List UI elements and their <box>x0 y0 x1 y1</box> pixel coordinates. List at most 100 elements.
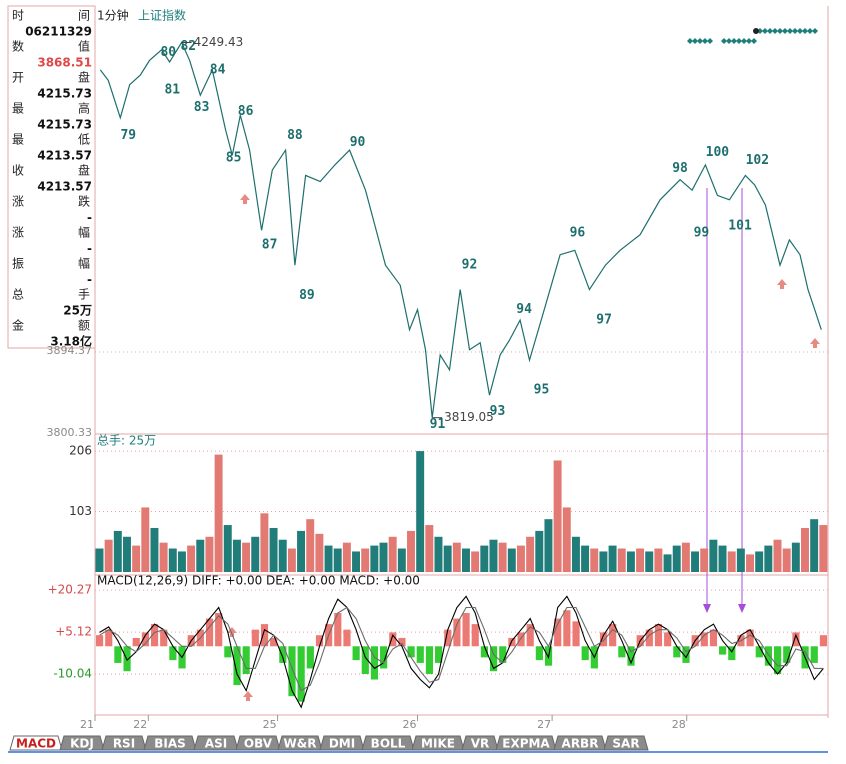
tab[interactable]: RSI <box>101 735 147 751</box>
up-arrow <box>243 691 253 701</box>
volume-bar <box>95 548 104 572</box>
volume-bar <box>223 525 232 572</box>
tab-shape[interactable] <box>361 735 415 751</box>
tab[interactable]: ASI <box>193 735 239 751</box>
volume-bar <box>452 542 461 572</box>
tab-shape[interactable] <box>319 735 365 751</box>
tab-shape[interactable] <box>143 735 197 751</box>
volume-title: 总手: 25万 <box>97 434 156 448</box>
tab-label[interactable]: MIKE <box>421 737 455 751</box>
volume-bar <box>132 545 141 572</box>
macd-bar <box>819 635 827 647</box>
x-tick-label: 27 <box>537 718 551 731</box>
tab-shape[interactable] <box>603 735 649 751</box>
volume-bar <box>388 536 397 572</box>
tab-label[interactable]: BIAS <box>154 737 186 751</box>
tab[interactable]: EXPMA <box>495 735 557 751</box>
macd-bar <box>361 646 369 674</box>
macd-bar <box>526 624 534 647</box>
volume-bar <box>480 545 489 572</box>
tab[interactable]: DMI <box>319 735 365 751</box>
tab[interactable]: SAR <box>603 735 649 751</box>
volume-bar <box>407 530 415 572</box>
macd-bar <box>141 632 149 647</box>
wave-label: 92 <box>462 258 478 273</box>
volume-bar <box>691 551 700 572</box>
tab-shape[interactable] <box>101 735 147 751</box>
tab[interactable]: BOLL <box>361 735 415 751</box>
tab-shape[interactable] <box>193 735 239 751</box>
volume-bar <box>562 507 571 572</box>
marker-diamond <box>741 38 747 44</box>
macd-bar <box>150 624 159 647</box>
tab-label[interactable]: OBV <box>244 737 273 751</box>
marker-dot <box>753 28 759 34</box>
tab-shape[interactable] <box>411 735 465 751</box>
tab-label[interactable]: BOLL <box>371 737 406 751</box>
macd-line <box>99 595 824 709</box>
info-value: 4213.57 <box>37 149 92 163</box>
y-tick-label: 3800.33 <box>47 426 93 439</box>
wave-label: 91 <box>430 417 446 432</box>
tab-label[interactable]: MACD <box>16 737 56 751</box>
volume-bar <box>104 539 113 572</box>
tab[interactable]: BIAS <box>143 735 197 751</box>
macd-bar <box>132 637 140 647</box>
tab-label[interactable]: SAR <box>612 737 639 751</box>
tab-label[interactable]: DMI <box>329 737 355 751</box>
tab-shape[interactable] <box>277 735 323 751</box>
macd-bar <box>444 629 452 647</box>
tab-label[interactable]: W&R <box>284 737 317 751</box>
wave-label: 85 <box>226 150 242 165</box>
macd-bar <box>215 613 223 647</box>
tab-shape[interactable] <box>59 735 105 751</box>
tab-shape[interactable] <box>461 735 499 751</box>
volume-bar <box>416 451 425 572</box>
tab-shape[interactable] <box>235 735 281 751</box>
volume-bar <box>352 551 361 572</box>
macd-bar <box>352 646 360 661</box>
volume-bar <box>617 548 626 572</box>
tab[interactable]: OBV <box>235 735 281 751</box>
tab-label[interactable]: RSI <box>113 737 135 751</box>
volume-bar <box>599 551 608 572</box>
macd-bar <box>334 613 342 647</box>
volume-bar <box>727 551 736 572</box>
tab-shape[interactable] <box>553 735 607 751</box>
x-tick-label: 25 <box>263 718 277 731</box>
wave-label: 96 <box>570 225 586 240</box>
macd-bar <box>407 646 415 658</box>
wave-label: 98 <box>672 161 688 176</box>
tab[interactable]: VR <box>461 735 499 751</box>
tab-label[interactable]: ARBR <box>562 737 599 751</box>
marker-diamond <box>762 28 768 34</box>
volume-bar <box>361 548 370 572</box>
tab[interactable]: MIKE <box>411 735 465 751</box>
macd-bar <box>618 646 626 658</box>
macd-bar <box>774 646 782 674</box>
tab-label[interactable]: VR <box>471 737 490 751</box>
arrow-head <box>703 604 711 613</box>
tab[interactable]: MACD <box>9 735 63 751</box>
volume-bar <box>434 536 443 572</box>
tab-label[interactable]: EXPMA <box>502 737 550 751</box>
macd-bar <box>499 646 507 663</box>
info-value: 4215.73 <box>37 118 92 132</box>
volume-bar <box>645 551 654 572</box>
tab-shape[interactable] <box>9 735 63 751</box>
wave-label: 90 <box>350 135 366 150</box>
macd-bar <box>96 635 104 647</box>
tab-label[interactable]: ASI <box>205 737 227 751</box>
macd-bar <box>709 629 718 647</box>
tab-label[interactable]: KDJ <box>70 737 94 751</box>
macd-bar <box>435 646 443 663</box>
y-tick-label: -10.04 <box>53 667 92 681</box>
macd-bar <box>599 632 608 647</box>
macd-bar <box>205 618 214 647</box>
tab[interactable]: KDJ <box>59 735 105 751</box>
macd-line <box>99 606 824 692</box>
tab[interactable]: W&R <box>277 735 323 751</box>
tab-shape[interactable] <box>495 735 557 751</box>
tab[interactable]: ARBR <box>553 735 607 751</box>
volume-bar <box>636 548 645 572</box>
